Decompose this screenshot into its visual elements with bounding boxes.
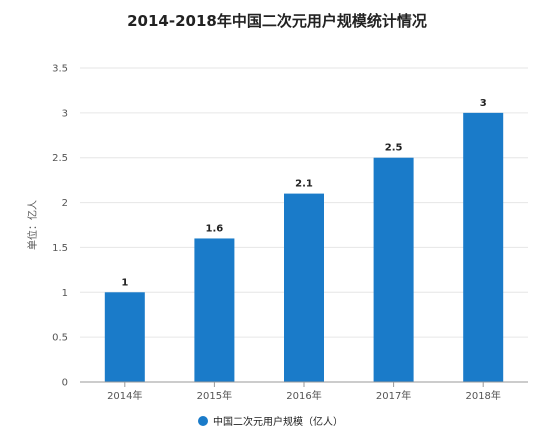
- legend-marker: [198, 416, 208, 426]
- y-tick-label: 1.5: [52, 243, 68, 254]
- x-tick-label: 2015年: [197, 389, 232, 402]
- y-axis-ticks: 0 0.5 1 1.5 2 2.5 3 3.5: [52, 64, 68, 389]
- data-label: 2.1: [295, 179, 313, 190]
- x-axis-ticks: 2014年 2015年 2016年 2017年 2018年: [107, 382, 501, 402]
- bar-2018年[interactable]: [463, 112, 504, 382]
- x-tick-label: 2018年: [465, 389, 500, 402]
- y-tick-label: 0: [62, 378, 68, 389]
- x-tick-label: 2014年: [107, 389, 142, 402]
- bar-2015年[interactable]: [194, 238, 235, 382]
- y-axis-label: 单位：亿人: [26, 200, 39, 250]
- legend-label: 中国二次元用户规模（亿人）: [213, 415, 343, 428]
- chart-title: 2014-2018年中国二次元用户规模统计情况: [127, 12, 427, 30]
- y-tick-label: 2: [62, 198, 68, 209]
- y-tick-label: 1: [62, 288, 68, 299]
- data-label: 1: [121, 277, 128, 288]
- y-tick-label: 3: [62, 108, 68, 119]
- y-tick-label: 3.5: [52, 64, 68, 75]
- bar-2016年[interactable]: [284, 193, 324, 382]
- data-label: 3: [480, 98, 487, 109]
- y-tick-label: 2.5: [52, 153, 68, 164]
- y-tick-label: 0.5: [52, 333, 68, 344]
- data-label: 2.5: [385, 143, 403, 154]
- x-tick-label: 2017年: [376, 389, 411, 402]
- x-tick-label: 2016年: [286, 389, 321, 402]
- bar-2017年[interactable]: [373, 157, 414, 382]
- bars: 1 1.6 2.1 2.5 3: [104, 98, 504, 382]
- legend[interactable]: 中国二次元用户规模（亿人）: [198, 415, 343, 428]
- data-label: 1.6: [206, 223, 224, 234]
- bar-2014年[interactable]: [104, 292, 145, 382]
